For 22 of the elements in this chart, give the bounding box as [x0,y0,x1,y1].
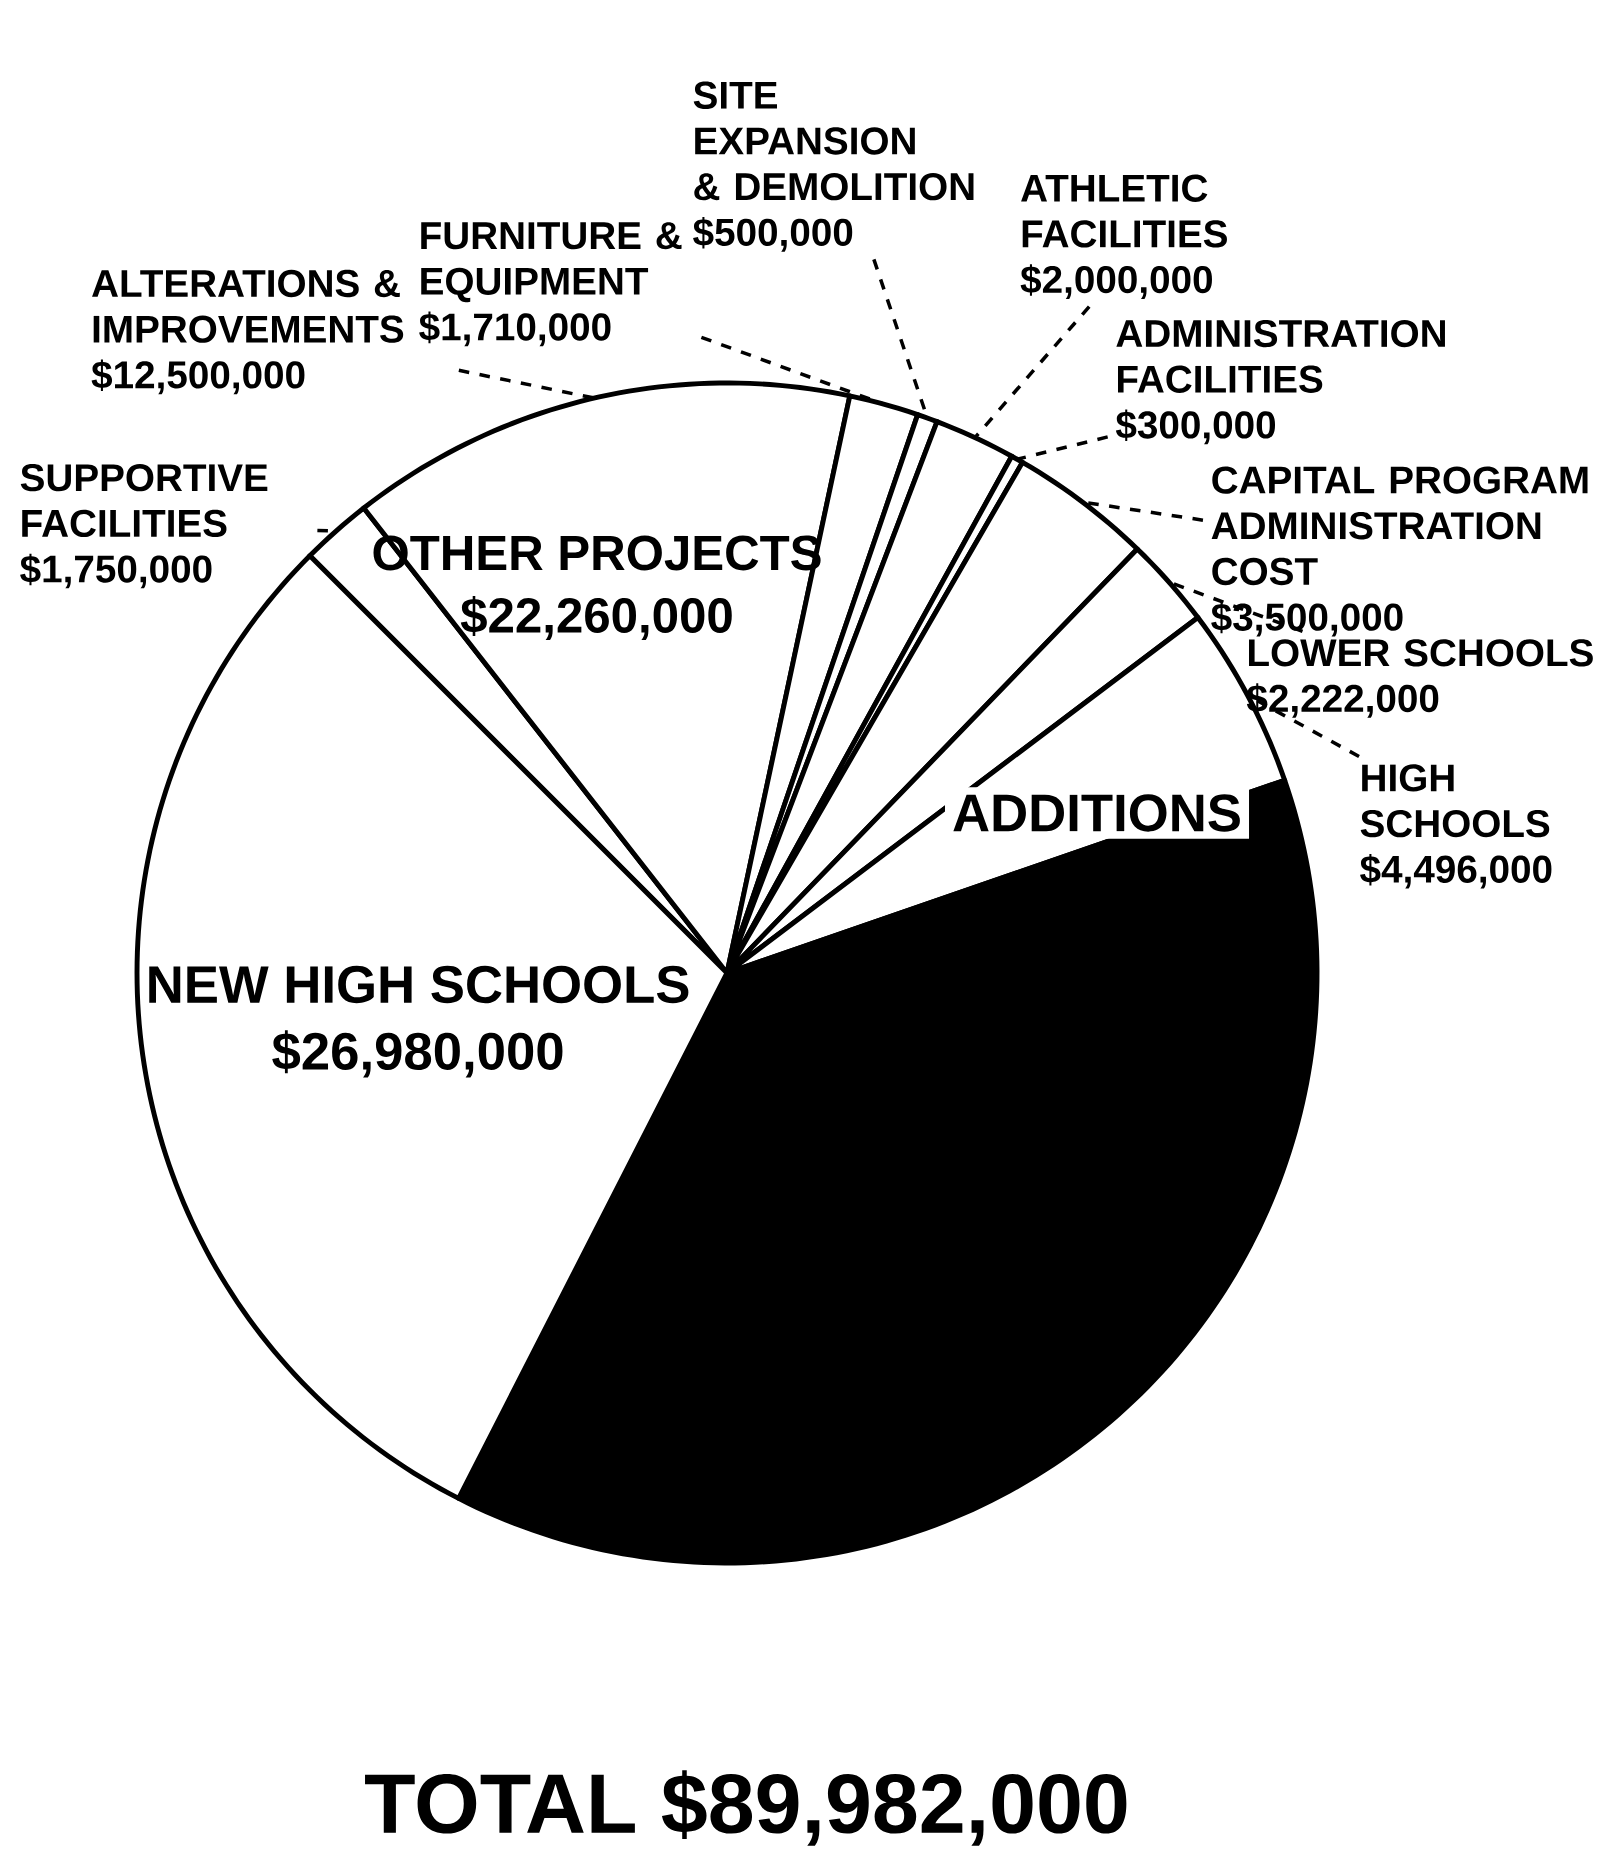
data-label: $2,000,000 [1020,264,1212,299]
data-label: $1,710,000 [419,311,611,347]
data-label: $3,500,000 [1211,601,1403,637]
data-label: $12,500,000 [91,359,305,395]
slice-label: NEW HIGH SCHOOLS [149,965,689,1004]
slice-label: HIGH SCHOOLS [1360,764,1550,838]
slice-label: FURNITURE & EQUIPMENT [421,222,682,303]
text: $22,260,000 [460,595,732,641]
slice-label: CAPITAL PROGRAM ADMINISTRATION COST [1211,466,1588,586]
slice-label: ADMINISTRATION FACILITIES [1116,319,1445,393]
slice-label: LOWER SCHOOLS [1249,639,1593,667]
text: ADDITIONS [953,794,1240,832]
data-label: $1,750,000 [20,553,212,589]
text: TOTAL $89,982,000 [365,1770,1127,1846]
data-label: $4,496,000 [1360,853,1552,889]
data-label: $300,000 [1115,409,1276,445]
data-label: $500,000 [693,216,853,252]
slice-label: ATHLETIC FACILITIES [1021,174,1227,248]
slice-label: SUPPORTIVE FACILITIES [20,464,268,538]
slice-label: SITE EXPANSION & DEMOLITION [693,81,974,201]
slice-label: ALTERATIONS & IMPROVEMENTS [92,269,404,343]
data-label: $26,980,000 [272,1030,563,1078]
